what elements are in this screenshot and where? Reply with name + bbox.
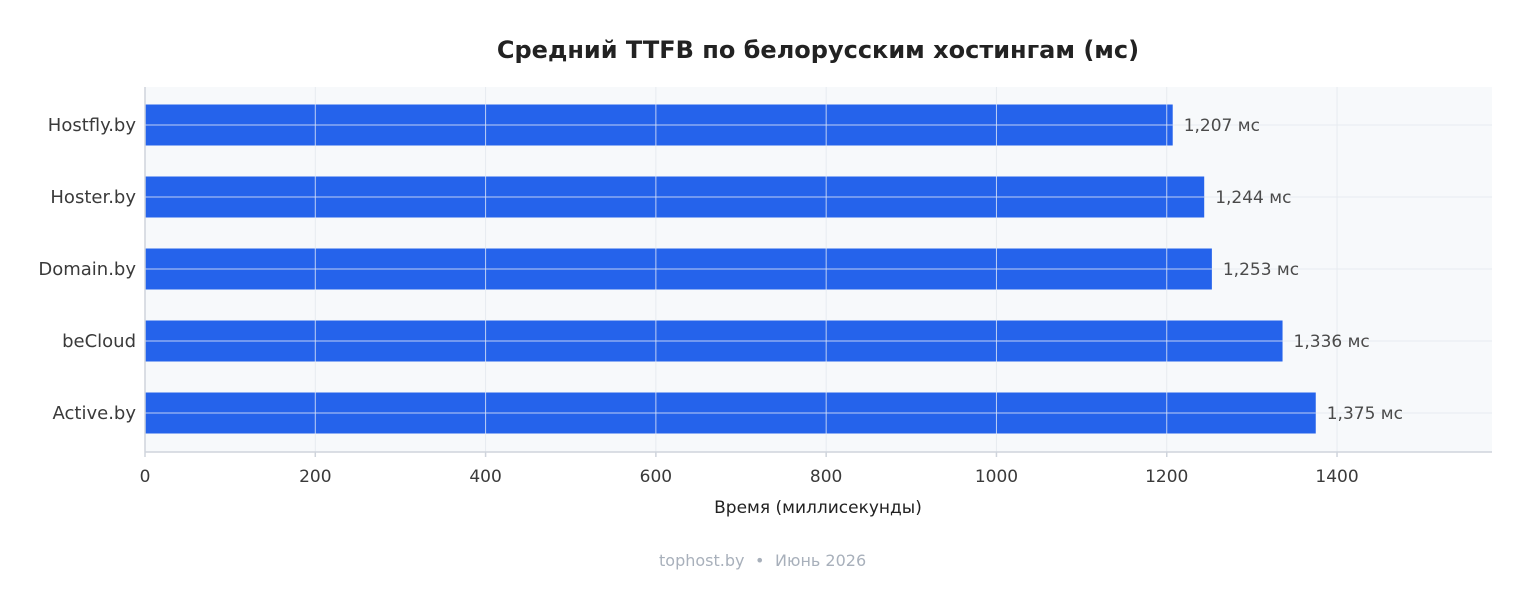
y-axis-labels: Hostfly.by Hoster.by Domain.by beCloud Activ… bbox=[38, 115, 136, 424]
x-tick-label: 0 bbox=[140, 467, 151, 487]
y-category-label: Hoster.by bbox=[50, 187, 136, 208]
bar-value-label: 1,207 мс bbox=[1184, 116, 1260, 136]
x-axis-ticks: 0 200 400 600 800 1000 1200 1400 bbox=[140, 452, 1359, 487]
x-tick-label: 200 bbox=[299, 467, 331, 487]
x-tick-label: 800 bbox=[810, 467, 842, 487]
bar-value-label: 1,253 мс bbox=[1223, 260, 1299, 280]
footer-source: tophost.by bbox=[659, 551, 744, 570]
y-category-label: Hostfly.by bbox=[48, 115, 137, 136]
y-category-label: Domain.by bbox=[38, 259, 136, 280]
footer-date: Июнь 2026 bbox=[775, 551, 866, 570]
x-tick-label: 400 bbox=[469, 467, 501, 487]
bar-value-label: 1,244 мс bbox=[1215, 188, 1291, 208]
x-tick-label: 1200 bbox=[1145, 467, 1188, 487]
x-axis-title: Время (миллисекунды) bbox=[714, 498, 922, 518]
x-tick-label: 1000 bbox=[975, 467, 1018, 487]
x-tick-label: 1400 bbox=[1315, 467, 1358, 487]
data-labels: 1,207 мс 1,244 мс 1,253 мс 1,336 мс 1,375 мс bbox=[1184, 116, 1403, 424]
y-category-label: Active.by bbox=[53, 403, 137, 424]
x-tick-label: 600 bbox=[640, 467, 672, 487]
bar-gridlines bbox=[145, 104, 1316, 434]
bar-value-label: 1,336 мс bbox=[1294, 332, 1370, 352]
footer: tophost.by • Июнь 2026 bbox=[659, 551, 866, 570]
chart-title: Средний TTFB по белорусским хостингам (м… bbox=[497, 36, 1139, 64]
footer-separator: • bbox=[755, 551, 764, 570]
y-category-label: beCloud bbox=[62, 331, 136, 352]
bar-value-label: 1,375 мс bbox=[1327, 404, 1403, 424]
